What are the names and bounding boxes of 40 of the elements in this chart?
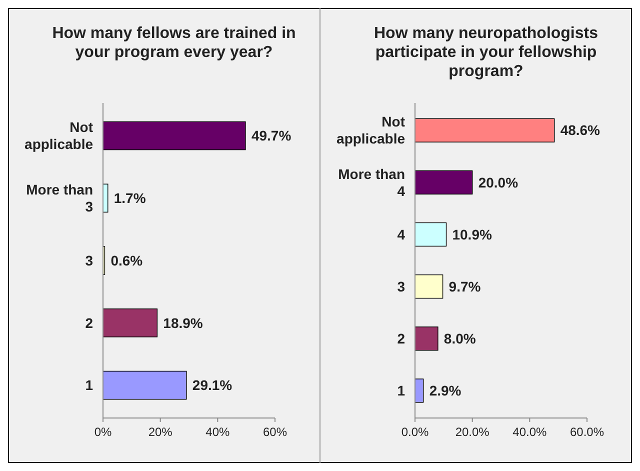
bar [414,170,473,194]
bar [414,274,444,299]
data-label: 49.7% [251,128,292,144]
y-tick-label: 2 [85,314,94,331]
y-tick-label: More than 4 [338,166,406,199]
bar [102,308,158,338]
bar [414,222,447,247]
data-label: 9.7% [448,278,482,294]
y-tick-label: 3 [397,278,406,294]
y-tick-label: 1 [397,382,406,399]
y-tick-label: Not applicable [24,119,94,152]
x-tick-label: 40% [206,425,230,439]
x-tick-label: 60% [262,425,288,439]
x-tick-label: 40.0% [512,425,548,439]
y-tick-label: 1 [85,377,94,394]
y-tick-label: Not applicable [336,114,406,147]
y-tick-label: 3 [85,252,94,268]
y-tick-label: More than 3 [26,182,94,215]
x-tick-label: 20.0% [455,425,490,439]
data-label: 48.6% [560,122,601,138]
data-label: 29.1% [192,377,233,394]
data-label: 20.0% [478,174,519,190]
data-label: 18.9% [163,314,204,331]
bar [102,121,246,150]
data-label: 10.9% [452,226,492,242]
y-tick-label: 4 [397,226,406,242]
data-label: 1.7% [114,190,146,206]
bar [414,118,555,142]
x-tick-label: 0% [94,425,112,439]
chart-title: How many fellows are trained in your program every year? [52,25,296,61]
bar [102,370,187,400]
x-tick-label: 60.0% [570,425,604,439]
data-label: 2.9% [429,382,462,399]
x-tick-label: 20% [148,425,173,439]
y-tick-label: 2 [397,330,406,346]
x-tick-label: 0.0% [401,425,429,439]
data-label: 0.6% [110,252,144,268]
bar [414,326,438,351]
data-label: 8.0% [444,330,476,346]
chart-title: How many neuropathologists participate in your fellowship program? [374,25,598,80]
